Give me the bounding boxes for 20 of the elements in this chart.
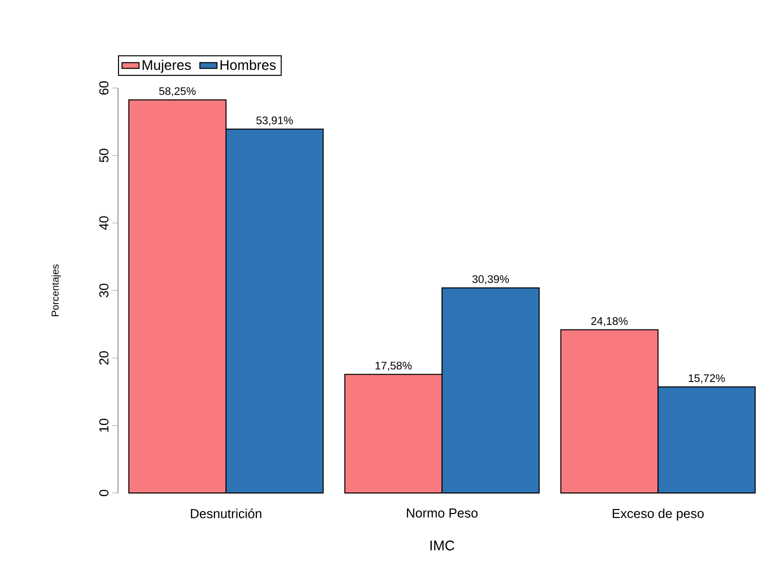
x-tick-label: Exceso de peso bbox=[612, 508, 704, 521]
y-tick-label: 0 bbox=[99, 490, 108, 496]
data-label: 15,72% bbox=[688, 374, 725, 384]
y-tick-label: 30 bbox=[99, 284, 108, 298]
x-axis-title: IMC bbox=[430, 540, 454, 550]
x-tick-label: Normo Peso bbox=[406, 508, 478, 518]
data-label: 17,58% bbox=[376, 362, 412, 371]
y-tick-label: 20 bbox=[99, 351, 108, 365]
data-label: 24,18% bbox=[591, 317, 628, 326]
x-tick-label: Desnutrición bbox=[190, 508, 262, 518]
y-tick-label: 50 bbox=[99, 148, 108, 162]
y-axis-title: Porcentajes bbox=[51, 264, 61, 316]
y-tick-label: 60 bbox=[99, 81, 108, 95]
y-tick-label: 10 bbox=[99, 418, 108, 432]
data-label: 58,25% bbox=[159, 87, 196, 96]
legend-label: Mujeres bbox=[142, 60, 191, 73]
y-tick-label: 40 bbox=[99, 216, 108, 230]
legend-label: Hombres bbox=[220, 60, 276, 70]
data-label: 53,91% bbox=[256, 116, 293, 126]
data-label: 30,39% bbox=[472, 275, 509, 284]
